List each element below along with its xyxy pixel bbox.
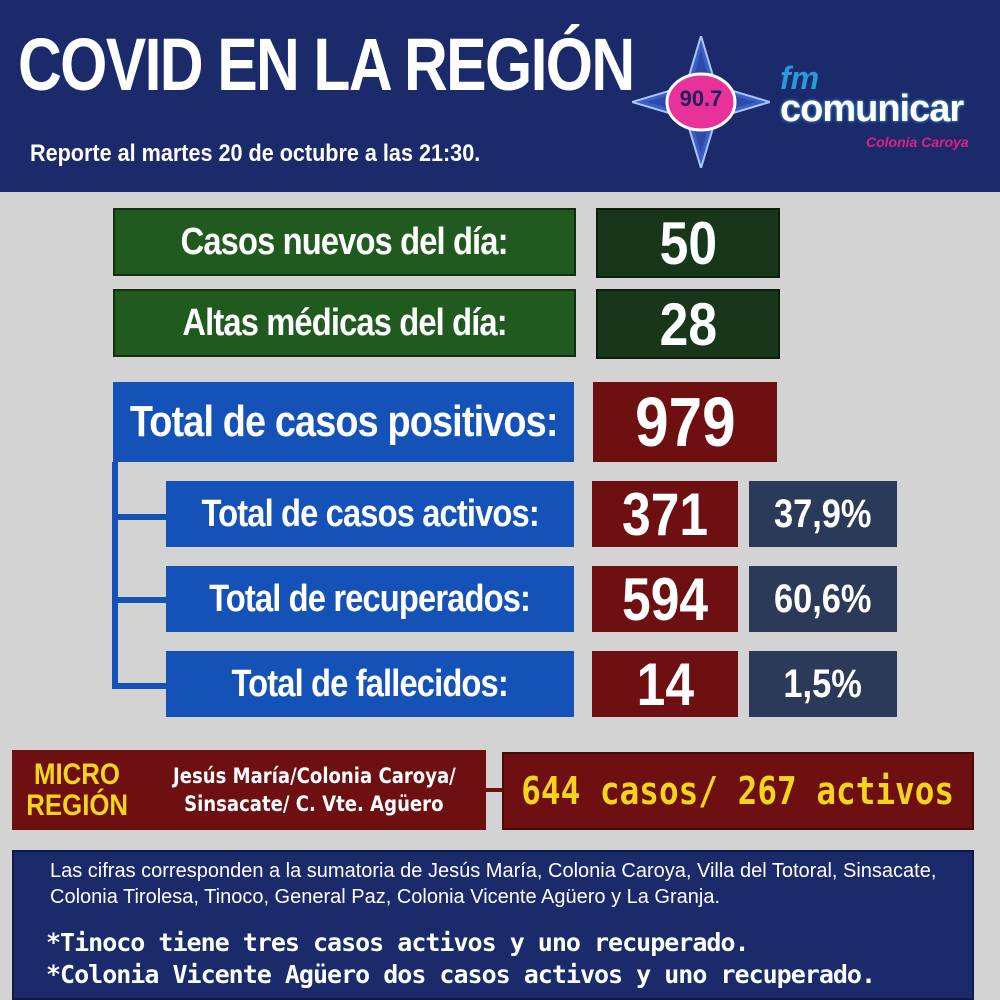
discharges-label: Altas médicas del día:	[182, 301, 507, 344]
active-value-box: 371	[592, 480, 738, 548]
footer-panel	[12, 850, 974, 1000]
micro-region-places-line1: Jesús María/Colonia Caroya/	[172, 763, 456, 788]
deceased-percent-box: 1,5%	[749, 651, 897, 717]
deceased-label-box: Total de fallecidos:	[166, 651, 574, 717]
header-banner	[0, 0, 1000, 192]
micro-region-places-line2: Sinsacate/ C. Vte. Agüero	[184, 792, 444, 816]
recovered-label: Total de recuperados:	[209, 577, 532, 620]
total-positive-label-box: Total de casos positivos:	[113, 382, 574, 462]
recovered-label-box: Total de recuperados:	[166, 566, 574, 632]
active-label-box: Total de casos activos:	[166, 481, 574, 547]
total-positive-value: 979	[634, 383, 736, 461]
report-subtitle: Reporte al martes 20 de octubre a las 21…	[30, 140, 481, 167]
footer-vicente-aguero-note: *Colonia Vicente Agüero dos casos activo…	[46, 960, 876, 989]
discharges-label-box: Altas médicas del día:	[113, 289, 576, 357]
page-title: COVID EN LA REGIÓN	[18, 23, 635, 106]
recovered-percent-box: 60,6%	[749, 566, 897, 632]
micro-region-summary-text: 644 casos/ 267 activos	[521, 769, 955, 813]
micro-region-label-line1: MICRO	[34, 757, 120, 791]
new-cases-label-box: Casos nuevos del día:	[113, 208, 576, 276]
discharges-value-box: 28	[596, 289, 780, 359]
recovered-value-box: 594	[592, 565, 738, 633]
new-cases-label: Casos nuevos del día:	[180, 220, 509, 263]
footer-note: Las cifras corresponden a la sumatoria d…	[50, 860, 937, 908]
logo-fm-text: fm	[780, 60, 820, 96]
active-value: 371	[621, 480, 709, 548]
new-cases-value: 50	[659, 209, 717, 277]
deceased-value: 14	[636, 650, 694, 718]
deceased-percent: 1,5%	[783, 661, 863, 706]
recovered-percent: 60,6%	[774, 576, 872, 621]
active-percent: 37,9%	[774, 491, 872, 536]
recovered-value: 594	[621, 565, 709, 633]
logo-station-name: comunicar	[780, 88, 964, 130]
active-label: Total de casos activos:	[201, 492, 539, 535]
deceased-label: Total de fallecidos:	[231, 662, 509, 705]
micro-region-label-line2: REGIÓN	[26, 789, 128, 822]
deceased-value-box: 14	[592, 650, 738, 718]
radio-frequency: 90.7	[679, 86, 723, 111]
radio-star-logo-icon	[632, 36, 770, 168]
logo-location: Colonia Caroya	[866, 134, 969, 150]
micro-region-places: Jesús María/Colonia Caroya/ Sinsacate/ C…	[142, 750, 486, 830]
active-percent-box: 37,9%	[749, 481, 897, 547]
total-positive-label: Total de casos positivos:	[129, 397, 559, 446]
footer-tinoco-note: *Tinoco tiene tres casos activos y uno r…	[46, 928, 750, 957]
micro-region-label: MICRO REGIÓN	[12, 750, 142, 830]
discharges-value: 28	[659, 290, 717, 358]
new-cases-value-box: 50	[596, 208, 780, 278]
micro-region-summary: 644 casos/ 267 activos	[502, 752, 974, 830]
total-positive-value-box: 979	[593, 382, 777, 462]
